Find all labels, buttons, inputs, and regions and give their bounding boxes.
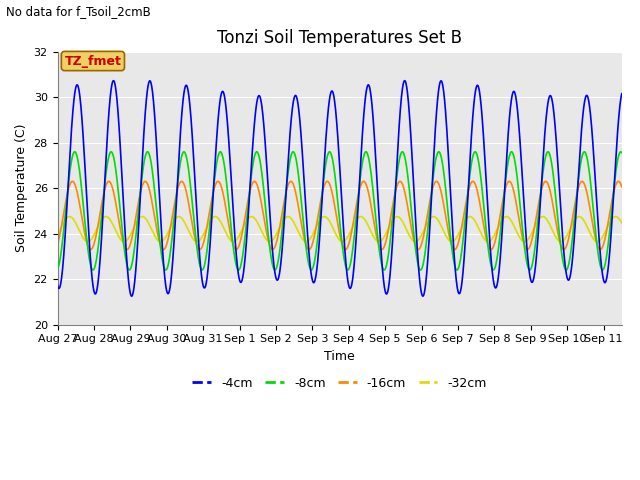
Title: Tonzi Soil Temperatures Set B: Tonzi Soil Temperatures Set B (217, 29, 462, 48)
Text: TZ_fmet: TZ_fmet (65, 55, 122, 68)
Text: No data for f_Tsoil_2cmB: No data for f_Tsoil_2cmB (6, 5, 151, 18)
Legend: -4cm, -8cm, -16cm, -32cm: -4cm, -8cm, -16cm, -32cm (188, 372, 492, 395)
X-axis label: Time: Time (324, 350, 355, 363)
Y-axis label: Soil Temperature (C): Soil Temperature (C) (15, 124, 28, 252)
